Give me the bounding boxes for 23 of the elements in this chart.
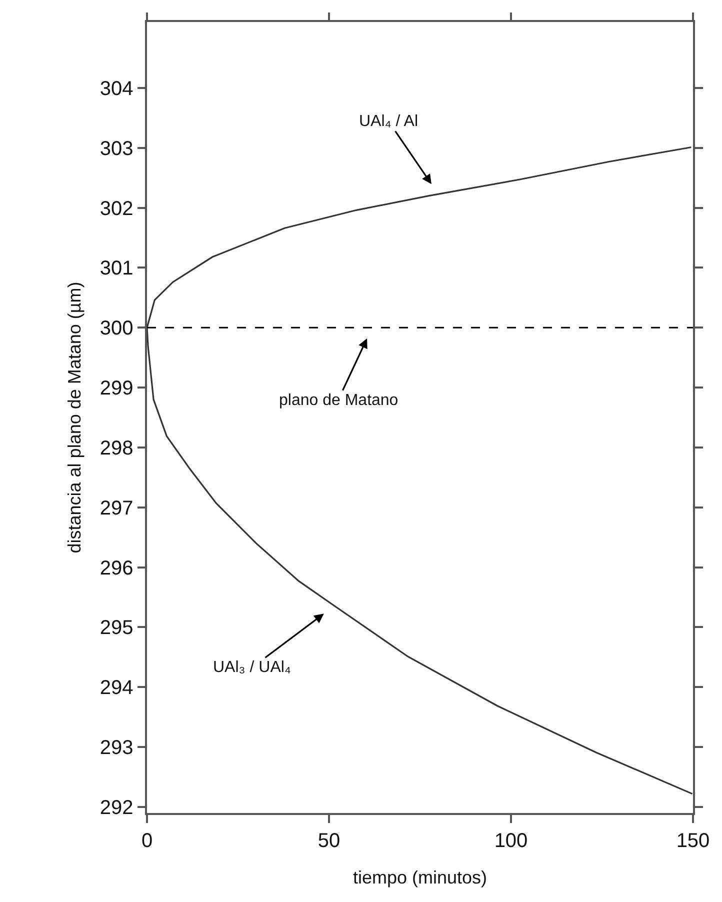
- y-tick-label: 303: [100, 138, 134, 160]
- x-tick-label: 150: [676, 830, 710, 852]
- y-tick-label: 295: [100, 617, 134, 640]
- x-tick-label: 0: [141, 830, 153, 852]
- y-tick-label: 301: [100, 258, 134, 280]
- y-tick-label: 296: [100, 557, 134, 580]
- y-tick-label: 300: [100, 318, 134, 340]
- y-tick-label: 299: [100, 378, 134, 400]
- y-tick-label: 298: [100, 437, 134, 460]
- y-tick-label: 292: [100, 797, 134, 820]
- y-tick-label: 293: [100, 737, 134, 760]
- y-tick-label: 294: [100, 677, 134, 700]
- y-tick-label: 304: [100, 78, 134, 100]
- y-axis-title: distancia al plano de Matano (µm): [64, 282, 85, 554]
- y-tick-label: 302: [100, 198, 134, 220]
- line-series: [147, 146, 693, 795]
- y-tick-label: 297: [100, 497, 134, 520]
- x-tick-label: 50: [318, 830, 340, 852]
- annotation: UAl₃ / UAl₄: [213, 659, 291, 676]
- annotation: plano de Matano: [279, 392, 398, 409]
- x-axis-title: tiempo (minutos): [352, 867, 488, 888]
- x-tick-label: 100: [494, 830, 528, 852]
- annotation: UAl₄ / Al: [359, 113, 418, 130]
